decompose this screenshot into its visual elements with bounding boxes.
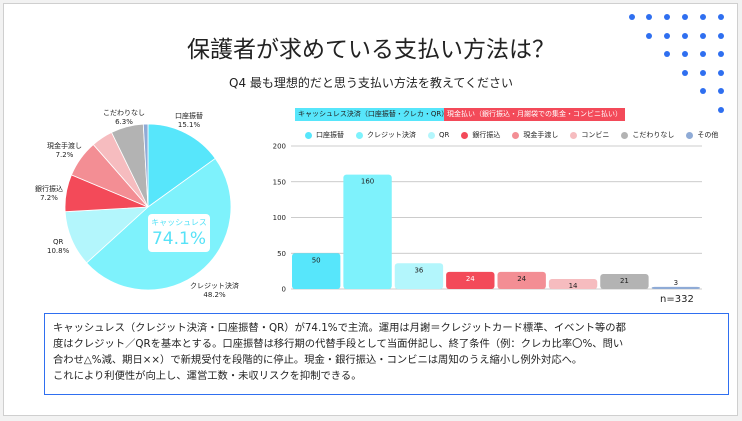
legend-label: クレジット決済 bbox=[367, 131, 416, 139]
legend-item: 現金手渡し bbox=[512, 130, 558, 140]
bar-value-label: 36 bbox=[414, 266, 423, 274]
decor-dot bbox=[718, 14, 724, 20]
legend-item: その他 bbox=[686, 130, 718, 140]
bar-value-label: 21 bbox=[620, 277, 629, 285]
pie-label: 銀行振込 7.2% bbox=[35, 185, 63, 202]
decor-dot bbox=[700, 14, 706, 20]
legend-swatch-icon bbox=[305, 131, 312, 139]
y-tick-label: 100 bbox=[273, 214, 286, 222]
cashless-value: 74.1% bbox=[151, 229, 206, 249]
decor-dot bbox=[629, 14, 635, 20]
bar bbox=[497, 271, 546, 289]
bar-value-label: 160 bbox=[361, 178, 374, 186]
decor-dot bbox=[682, 51, 688, 58]
bar bbox=[548, 278, 598, 289]
pie-label: クレジット決済 48.2% bbox=[190, 282, 239, 299]
legend-item: QR bbox=[428, 130, 449, 140]
decor-dot bbox=[718, 32, 724, 39]
pie-label: QR 10.8% bbox=[47, 238, 70, 255]
bar-value-label: 24 bbox=[517, 275, 526, 283]
decor-dot bbox=[700, 88, 706, 95]
decor-dot bbox=[700, 69, 706, 76]
summary-line: 合わせ△%減、期日××）で新規受付を段階的に停止。現金・銀行振込・コンビニは周知… bbox=[53, 354, 583, 366]
legend-item: 銀行振込 bbox=[461, 130, 500, 140]
legend-label: 口座振替 bbox=[316, 131, 344, 139]
decor-dot bbox=[664, 51, 670, 58]
sample-size: n=332 bbox=[660, 294, 694, 305]
decor-dot bbox=[700, 51, 706, 58]
decor-dot bbox=[718, 88, 724, 95]
cashless-tag: キャッシュレス決済（口座振替・クレカ・QR） bbox=[295, 108, 452, 121]
cashless-total-label: キャッシュレス 74.1% bbox=[148, 214, 210, 252]
decor-dot bbox=[664, 14, 670, 20]
bar bbox=[394, 263, 444, 289]
summary-box: キャッシュレス（クレジット決済・口座振替・QR）が74.1%で主流。運用は月謝＝… bbox=[44, 313, 729, 395]
bar bbox=[292, 253, 341, 289]
question-subtitle: Q4 最も理想的だと思う支払い方法を教えてください bbox=[229, 76, 513, 90]
decor-dot bbox=[646, 32, 652, 39]
y-tick-label: 50 bbox=[277, 250, 286, 258]
decor-dot bbox=[682, 32, 688, 39]
decor-dot bbox=[682, 69, 688, 76]
summary-line: キャッシュレス（クレジット決済・口座振替・QR）が74.1%で主流。運用は月謝＝… bbox=[53, 322, 626, 334]
pie-label: 現金手渡し 7.2% bbox=[47, 142, 82, 159]
y-tick-label: 200 bbox=[273, 143, 286, 151]
legend-label: その他 bbox=[697, 131, 719, 139]
legend-swatch-icon bbox=[428, 131, 435, 139]
legend-swatch-icon bbox=[356, 131, 363, 139]
bar bbox=[600, 273, 649, 289]
legend-label: 現金手渡し bbox=[523, 131, 559, 139]
bar-value-label: 3 bbox=[674, 279, 678, 287]
legend-swatch-icon bbox=[512, 131, 520, 139]
bar bbox=[343, 174, 392, 289]
pie-label: 口座振替 15.1% bbox=[175, 112, 203, 129]
bar bbox=[651, 286, 700, 289]
y-tick-label: 0 bbox=[282, 286, 286, 294]
legend-item: 口座振替 bbox=[305, 130, 344, 140]
legend-item: クレジット決済 bbox=[356, 130, 416, 140]
summary-line: これにより利便性が向上し、運営工数・未収リスクを抑制できる。 bbox=[53, 370, 362, 382]
bar-value-label: 50 bbox=[312, 256, 321, 264]
decor-dot bbox=[700, 32, 706, 39]
summary-line: 度はクレジット／QRを基本とする。口座振替は移行期の代替手段として当面併記し、終… bbox=[53, 338, 624, 350]
legend-label: こだわりなし bbox=[632, 131, 675, 139]
chart-legend: 口座振替 クレジット決済 QR 銀行振込 現金手渡し コンビニ こだわりなし その他 bbox=[305, 130, 718, 140]
legend-label: コンビニ bbox=[581, 131, 610, 139]
legend-label: QR bbox=[439, 131, 450, 139]
page-title: 保護者が求めている支払い方法は？ bbox=[187, 37, 555, 63]
legend-swatch-icon bbox=[570, 131, 578, 139]
decor-dot bbox=[682, 14, 688, 20]
bar-value-label: 24 bbox=[466, 275, 475, 283]
y-tick-label: 150 bbox=[273, 178, 286, 186]
decor-dot bbox=[646, 14, 652, 20]
decor-dot bbox=[664, 32, 670, 39]
legend-item: こだわりなし bbox=[621, 130, 674, 140]
cashless-label: キャッシュレス bbox=[151, 218, 207, 227]
bar bbox=[446, 271, 495, 289]
decor-dot bbox=[718, 69, 724, 76]
decor-dot bbox=[718, 107, 724, 113]
bar-value-label: 14 bbox=[569, 282, 578, 290]
legend-label: 銀行振込 bbox=[472, 131, 501, 139]
pie-slice bbox=[142, 123, 149, 208]
legend-swatch-icon bbox=[686, 131, 694, 139]
pie-label: こだわりなし 6.3% bbox=[103, 109, 145, 126]
pie-slice bbox=[147, 123, 216, 208]
legend-swatch-icon bbox=[621, 131, 629, 139]
cash-tag: 現金払い（銀行振込・月謝袋での集金・コンビニ払い） bbox=[444, 108, 625, 121]
decor-dot bbox=[718, 51, 724, 58]
legend-item: コンビニ bbox=[570, 130, 609, 140]
legend-swatch-icon bbox=[461, 131, 469, 139]
